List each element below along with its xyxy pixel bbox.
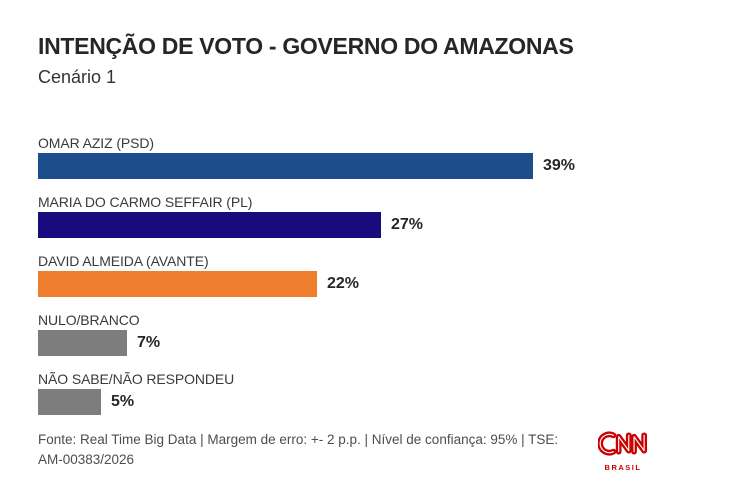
bar-value-label: 7%: [137, 334, 161, 352]
bar: [38, 389, 101, 416]
chart-subtitle: Cenário 1: [38, 67, 117, 88]
cnn-logo-subtext: BRASIL: [604, 463, 642, 472]
candidate-label: DAVID ALMEIDA (AVANTE): [38, 253, 209, 270]
chart-title: INTENÇÃO DE VOTO - GOVERNO DO AMAZONAS: [38, 33, 574, 59]
bar-row: NULO/BRANCO 7%: [38, 312, 718, 357]
bar: [38, 330, 127, 357]
candidate-label: OMAR AZIZ (PSD): [38, 135, 154, 152]
bar-row: DAVID ALMEIDA (AVANTE) 22%: [38, 253, 718, 298]
footer: Fonte: Real Time Big Data | Margem de er…: [38, 430, 752, 472]
bar-value-label: 22%: [327, 275, 360, 293]
bar-row: NÃO SABE/NÃO RESPONDEU 5%: [38, 371, 718, 416]
bar: [38, 153, 533, 180]
cnn-logo-icon: [597, 431, 648, 456]
candidate-label: MARIA DO CARMO SEFFAIR (PL): [38, 194, 253, 211]
bar-value-label: 27%: [391, 216, 424, 234]
bar-chart: OMAR AZIZ (PSD) 39% MARIA DO CARMO SEFFA…: [38, 135, 718, 416]
header: INTENÇÃO DE VOTO - GOVERNO DO AMAZONAS C…: [0, 0, 752, 88]
bar-row: OMAR AZIZ (PSD) 39%: [38, 135, 718, 180]
source-note: Fonte: Real Time Big Data | Margem de er…: [38, 432, 559, 467]
bar: [38, 271, 317, 298]
candidate-label: NULO/BRANCO: [38, 312, 140, 329]
bar-value-label: 39%: [543, 157, 576, 175]
bar-row: MARIA DO CARMO SEFFAIR (PL) 27%: [38, 194, 718, 239]
bar: [38, 212, 381, 239]
bar-value-label: 5%: [111, 393, 135, 411]
candidate-label: NÃO SABE/NÃO RESPONDEU: [38, 371, 235, 388]
cnn-brasil-logo: BRASIL: [597, 430, 649, 472]
